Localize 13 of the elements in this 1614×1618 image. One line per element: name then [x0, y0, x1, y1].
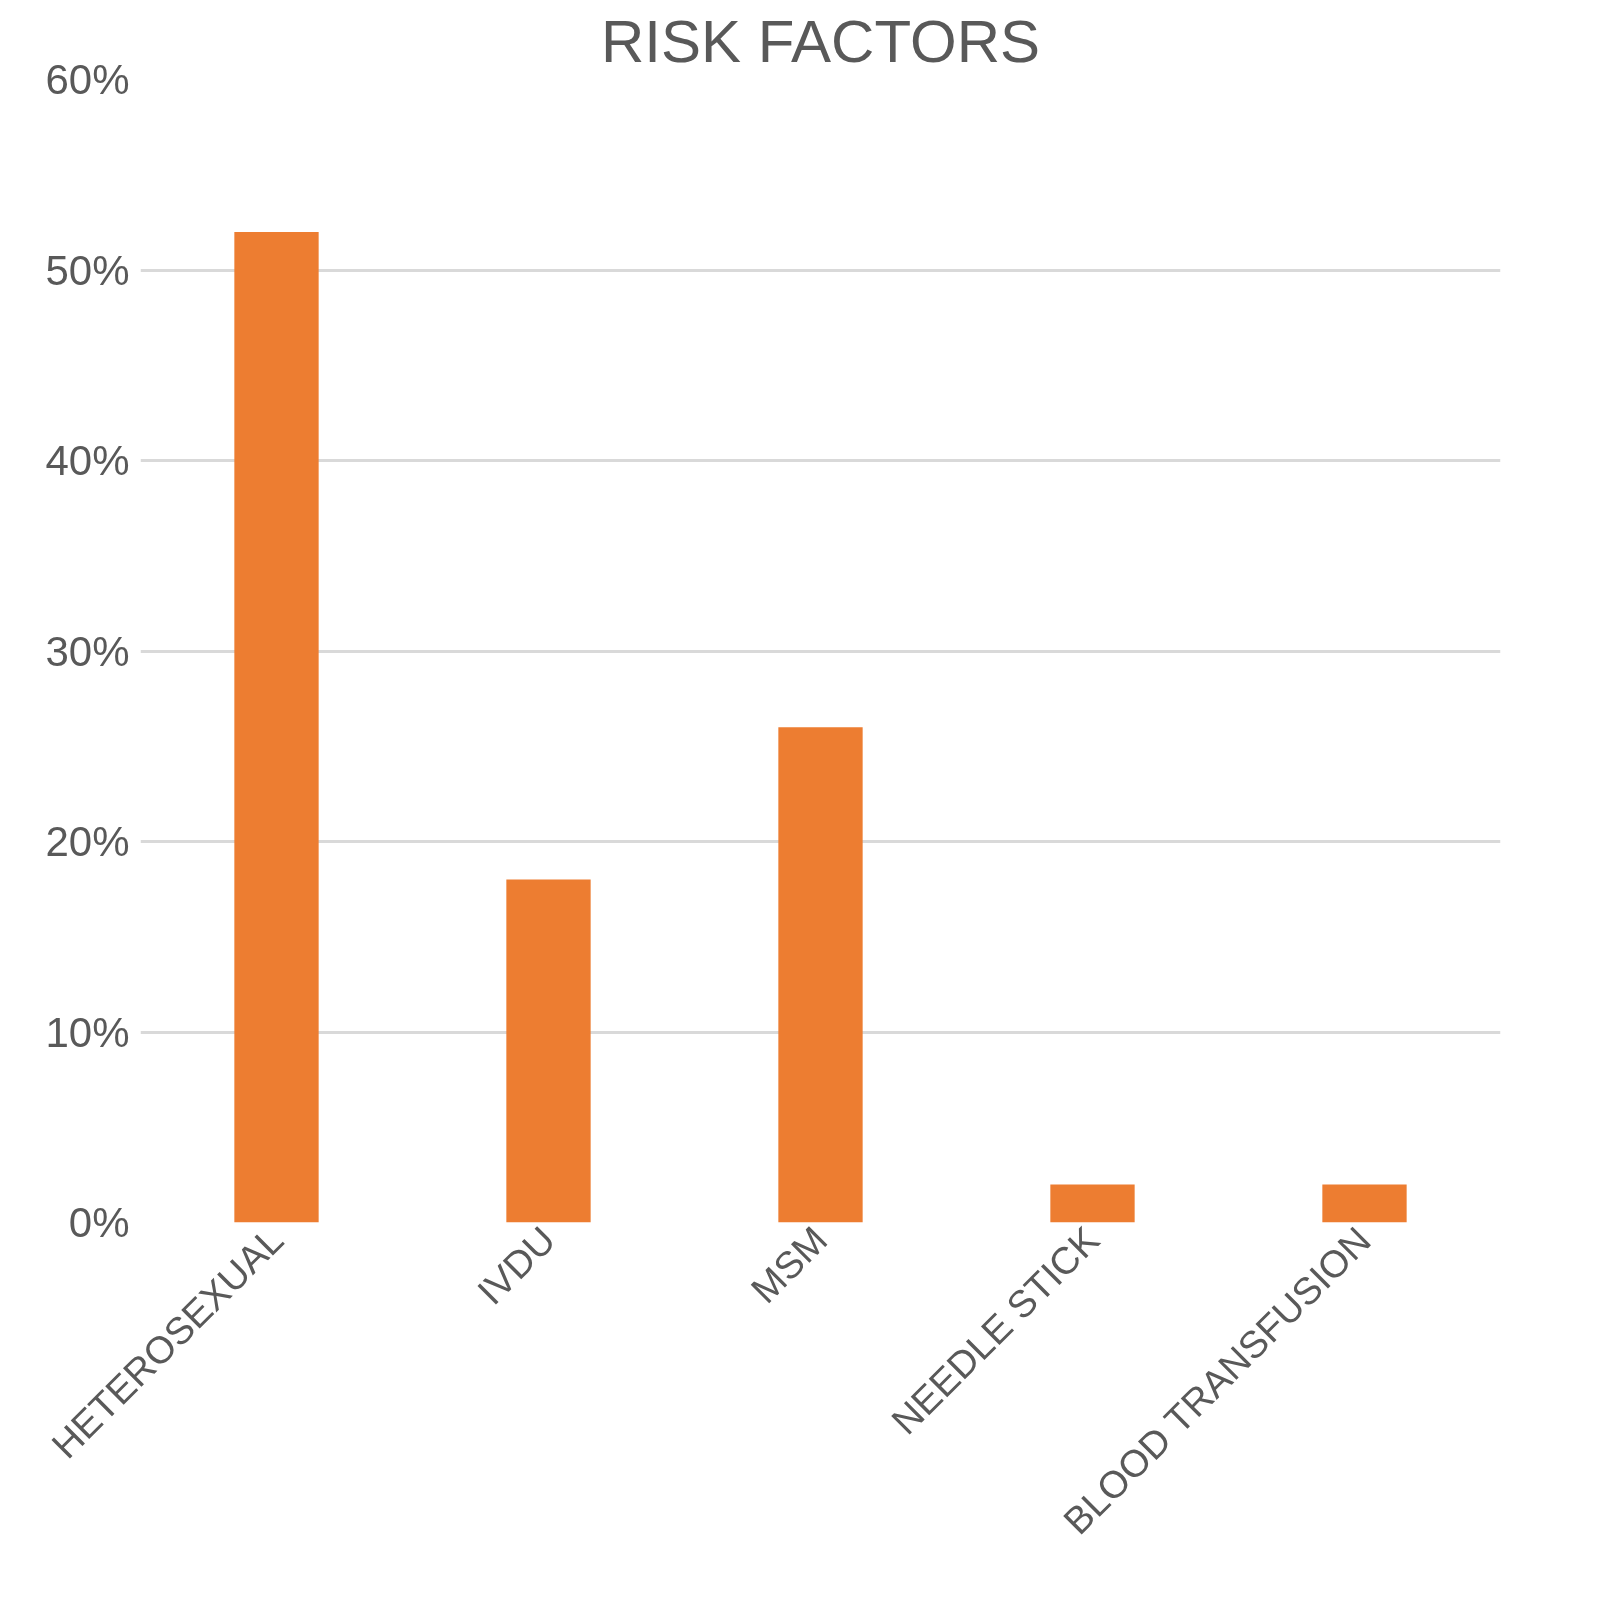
bar	[1050, 1184, 1135, 1223]
bar	[506, 879, 591, 1223]
y-tick-label: 30%	[45, 627, 130, 675]
bar	[234, 231, 319, 1223]
y-tick-label: 10%	[45, 1008, 130, 1056]
y-tick-label: 50%	[45, 246, 130, 294]
y-tick-label: 0%	[68, 1199, 130, 1246]
y-tick-label: 60%	[45, 56, 130, 103]
bar	[778, 727, 863, 1223]
y-tick-label: 20%	[45, 818, 130, 865]
bar	[1322, 1184, 1407, 1223]
chart-title: RISK FACTORS	[601, 7, 1040, 75]
y-tick-label: 40%	[45, 437, 130, 484]
